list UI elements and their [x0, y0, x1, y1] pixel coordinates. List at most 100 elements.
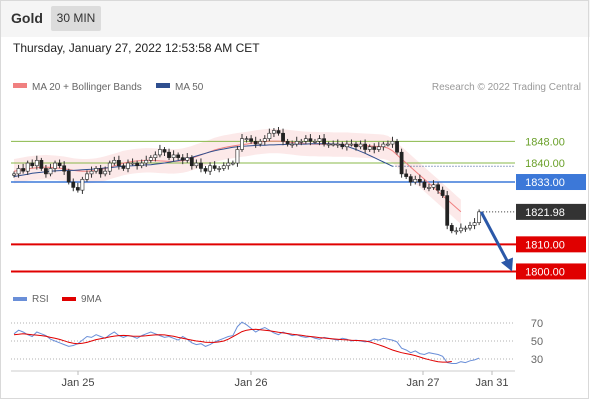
x-tick-label: Jan 31 — [475, 377, 508, 389]
candle-bullish — [158, 149, 162, 156]
price-label-1800-00: 1800.00 — [525, 266, 565, 278]
candle-bearish — [395, 141, 399, 153]
candle-bullish — [235, 149, 240, 164]
chart-legend: MA 20 + Bollinger Bands MA 50 Research ©… — [13, 82, 581, 93]
price-label-bg-1833-00 — [516, 174, 586, 191]
ma50-legend-label: MA 50 — [175, 82, 204, 93]
rsi-legend: RSI 9MA — [13, 294, 102, 305]
ma50-legend-swatch — [156, 83, 170, 88]
candlesticks — [12, 126, 482, 235]
candle-bullish — [112, 160, 117, 164]
rsi9ma-legend-swatch — [62, 297, 76, 301]
bollinger-bands — [14, 128, 461, 224]
candle-bullish — [381, 143, 386, 148]
candle-bearish — [180, 157, 185, 161]
price-label-1821-98: 1821.98 — [525, 207, 565, 219]
candle-bearish — [440, 189, 445, 196]
candle-bearish — [363, 143, 368, 150]
candle-bullish — [390, 141, 395, 145]
candle-bullish — [427, 187, 431, 189]
candle-bullish — [331, 143, 336, 146]
candle-bearish — [62, 165, 67, 172]
rsi-level-label-70: 70 — [531, 318, 543, 330]
candle-bullish — [25, 162, 30, 172]
rsi-legend-swatch — [13, 297, 27, 301]
candle-bearish — [276, 130, 281, 134]
candle-bearish — [167, 151, 171, 158]
chart-header: Gold 30 MIN — [0, 0, 590, 37]
candle-bearish — [39, 160, 44, 169]
rsi-ma9-line — [13, 328, 452, 363]
candle-bullish — [89, 170, 94, 175]
symbol-title: Gold — [11, 10, 43, 26]
candle-bullish — [267, 132, 272, 139]
candle-bullish — [303, 138, 308, 142]
candle-bearish — [408, 176, 413, 183]
candle-bullish — [230, 162, 235, 165]
candle-bullish — [258, 141, 263, 145]
candle-bearish — [322, 138, 326, 145]
candle-bearish — [422, 181, 427, 188]
candle-bullish — [107, 162, 112, 172]
candle-bullish — [290, 143, 295, 146]
candle-bearish — [203, 168, 208, 172]
x-axis: Jan 25 Jan 26 Jan 27 Jan 31 — [11, 370, 515, 389]
rsi-panel: 70 50 30 — [11, 318, 543, 366]
candle-bullish — [194, 162, 199, 167]
ma20-legend-label: MA 20 + Bollinger Bands — [32, 82, 142, 93]
candle-bearish — [98, 168, 103, 175]
ma20-line — [13, 140, 462, 213]
candle-bullish — [185, 157, 190, 161]
candle-bullish — [413, 179, 418, 183]
price-levels — [11, 140, 586, 273]
candle-bearish — [30, 162, 35, 167]
candle-bearish — [71, 181, 76, 188]
candle-bullish — [240, 138, 244, 150]
forecast-arrow-head — [501, 257, 513, 272]
candle-bullish — [221, 165, 226, 169]
candle-bullish — [208, 165, 212, 172]
candle-bullish — [53, 162, 57, 169]
price-label-bg-1800-00 — [516, 263, 586, 280]
timeframe-badge[interactable]: 30 MIN — [51, 6, 101, 31]
candle-bearish — [199, 162, 203, 169]
candle-bearish — [249, 138, 254, 142]
candle-bullish — [335, 143, 340, 146]
candle-bearish — [176, 154, 181, 158]
candle-bearish — [253, 141, 258, 145]
candle-bullish — [103, 170, 108, 175]
candle-bullish — [294, 141, 299, 145]
candle-bearish — [399, 151, 404, 175]
candle-bullish — [376, 146, 381, 150]
candle-bullish — [272, 130, 276, 134]
rsi-level-label-30: 30 — [531, 354, 543, 366]
candle-bullish — [463, 227, 468, 230]
candle-bearish — [135, 162, 140, 167]
candle-bearish — [121, 165, 126, 169]
rsi9ma-legend-label: 9MA — [81, 294, 102, 305]
candle-bearish — [281, 132, 285, 142]
price-label-bg-1810-00 — [516, 236, 586, 253]
rsi-line — [13, 321, 480, 364]
candle-bullish — [217, 168, 222, 170]
candle-bullish — [458, 227, 463, 232]
timestamp: Thursday, January 27, 2022 12:53:58 AM C… — [13, 41, 260, 55]
candle-bullish — [171, 154, 176, 158]
price-label-1840-00: 1840.00 — [525, 158, 565, 170]
candle-bullish — [139, 162, 144, 167]
candle-bullish — [48, 168, 53, 175]
candle-bullish — [454, 230, 459, 233]
x-tick-label: Jan 27 — [406, 377, 439, 389]
candle-bearish — [212, 165, 217, 169]
x-tick-label: Jan 25 — [61, 377, 94, 389]
candle-bullish — [244, 138, 249, 140]
candle-bearish — [162, 149, 167, 153]
candle-bullish — [358, 143, 363, 148]
candle-bullish — [16, 168, 21, 175]
candle-bullish — [431, 184, 436, 188]
candle-bullish — [130, 162, 135, 165]
candle-bearish — [354, 143, 358, 148]
candle-bullish — [80, 179, 85, 191]
bollinger-band-area — [14, 128, 461, 224]
candle-bearish — [44, 168, 48, 175]
